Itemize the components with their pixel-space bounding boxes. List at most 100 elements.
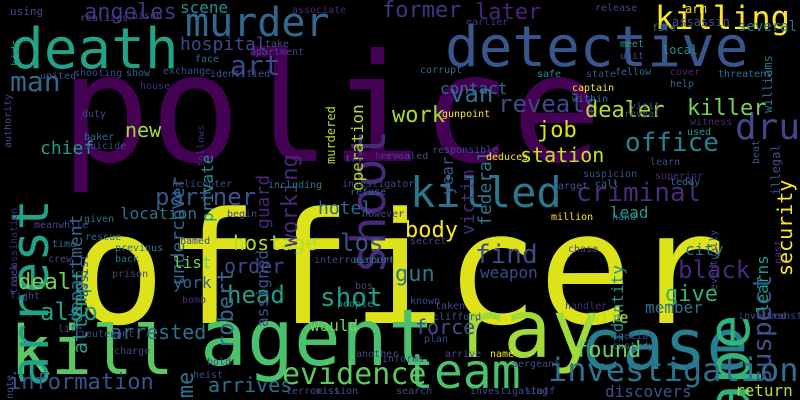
- word-city: city: [685, 240, 724, 259]
- word-track: track: [9, 263, 20, 294]
- word-responsible: responsible: [432, 145, 499, 156]
- word-fight: fight: [10, 291, 41, 302]
- word-man: man: [10, 65, 61, 98]
- word-identified: identified: [210, 69, 271, 80]
- word-state: state: [586, 69, 617, 80]
- word-however: however: [362, 209, 405, 220]
- word-try: try: [345, 154, 364, 165]
- word-exchange: exchange: [163, 66, 212, 77]
- word-release: release: [595, 3, 638, 14]
- word-taken: taken: [435, 301, 466, 312]
- word-airport: airport: [353, 255, 396, 266]
- word-plan: plan: [424, 334, 449, 345]
- word-suspicion: suspicion: [583, 169, 638, 180]
- word-local: local: [662, 43, 699, 57]
- word-handler: handler: [565, 301, 608, 312]
- word-heist: heist: [193, 370, 224, 381]
- word-target: target: [552, 181, 589, 192]
- word-charge: charge: [114, 346, 151, 357]
- word-previous: previous: [115, 243, 164, 254]
- word-killer: killer: [687, 96, 767, 121]
- word-los: los: [340, 229, 384, 257]
- word-office: office: [625, 128, 719, 158]
- word-duty: duty: [82, 109, 107, 120]
- word-working: working: [278, 154, 303, 248]
- word-robert: robert: [214, 269, 239, 350]
- word-rescue: rescue: [85, 232, 122, 243]
- word-head: head: [227, 281, 285, 309]
- word-gunpoint: gunpoint: [442, 109, 491, 120]
- word-mission: mission: [316, 386, 359, 397]
- word-transfer: transfer: [766, 311, 800, 322]
- word-shot: shot: [320, 283, 383, 313]
- word-kids: kids: [9, 39, 22, 67]
- word-fellow: fellow: [615, 67, 652, 78]
- word-authority: authority: [3, 93, 14, 148]
- word-year: year: [438, 156, 457, 196]
- word-associate: associate: [292, 5, 347, 16]
- word-hotel: hotel: [318, 198, 373, 219]
- word-hostage: hostage: [233, 231, 318, 255]
- word-location: location: [120, 204, 198, 223]
- word-crew: crew: [48, 254, 73, 265]
- word-investigating: investigating: [470, 386, 549, 397]
- word-special: special: [612, 331, 655, 342]
- word-terrorist: terrorist: [286, 386, 341, 397]
- word-visit: visit: [630, 101, 661, 112]
- word-back: back: [115, 254, 140, 265]
- word-revealed: revealed: [380, 151, 429, 162]
- word-information: information: [8, 370, 154, 395]
- word-bomb: bomb: [182, 295, 207, 306]
- word-kill: kill: [10, 312, 174, 391]
- word-help: help: [670, 79, 695, 90]
- word-later: later: [475, 0, 542, 25]
- word-staff: staff: [525, 386, 556, 397]
- word-lead: lead: [610, 203, 649, 222]
- word-assassin: assassin: [672, 15, 730, 29]
- word-interrogation: interrogation: [314, 255, 393, 266]
- word-threatens: threatens: [718, 69, 773, 80]
- word-detective: detective: [445, 15, 749, 80]
- word-agent: agent: [200, 294, 435, 384]
- word-people: people: [337, 299, 374, 310]
- word-body: body: [405, 218, 458, 243]
- word-ray: ray: [455, 283, 600, 376]
- word-face: face: [195, 54, 220, 65]
- word-officer: officer: [72, 179, 726, 360]
- word-begin: begin: [227, 209, 258, 220]
- word-hand: hand: [612, 212, 637, 223]
- word-also: also: [40, 298, 98, 326]
- word-within: within: [572, 94, 609, 105]
- word-bos: bos: [355, 281, 374, 292]
- word-contact: contact: [440, 79, 508, 98]
- word-refuse: refuse: [350, 187, 387, 198]
- word-art: art: [230, 49, 281, 82]
- word-custody: custody: [612, 341, 655, 352]
- word-name: name: [490, 349, 515, 360]
- word-shooting: shooting: [74, 68, 123, 79]
- word-chase: chase: [568, 244, 599, 255]
- word-reveals: reveals: [498, 90, 600, 118]
- word-team: team: [405, 344, 521, 400]
- word-found: found: [575, 338, 642, 363]
- word-discovers: discovers: [605, 382, 692, 400]
- word-chief: chief: [40, 138, 95, 159]
- word-clifford: clifford: [433, 312, 482, 323]
- word-new: new: [125, 118, 162, 142]
- word-black: black: [678, 256, 751, 284]
- word-call: call: [595, 179, 620, 190]
- word-sergeant: sergeant: [512, 359, 561, 370]
- word-used: used: [687, 127, 712, 138]
- word-van: van: [450, 80, 494, 108]
- word-weapon: weapon: [480, 263, 538, 282]
- word-hold: hold: [207, 357, 232, 368]
- word-station: station: [520, 143, 605, 167]
- word-evidence: evidence: [282, 357, 427, 392]
- word-drug: drug: [735, 107, 800, 148]
- word-helicopter: helicopter: [172, 179, 233, 190]
- word-police: police: [60, 23, 602, 197]
- word-meet: meet: [620, 39, 645, 50]
- word-suicide: suicide: [84, 141, 127, 152]
- word-give: give: [665, 282, 718, 307]
